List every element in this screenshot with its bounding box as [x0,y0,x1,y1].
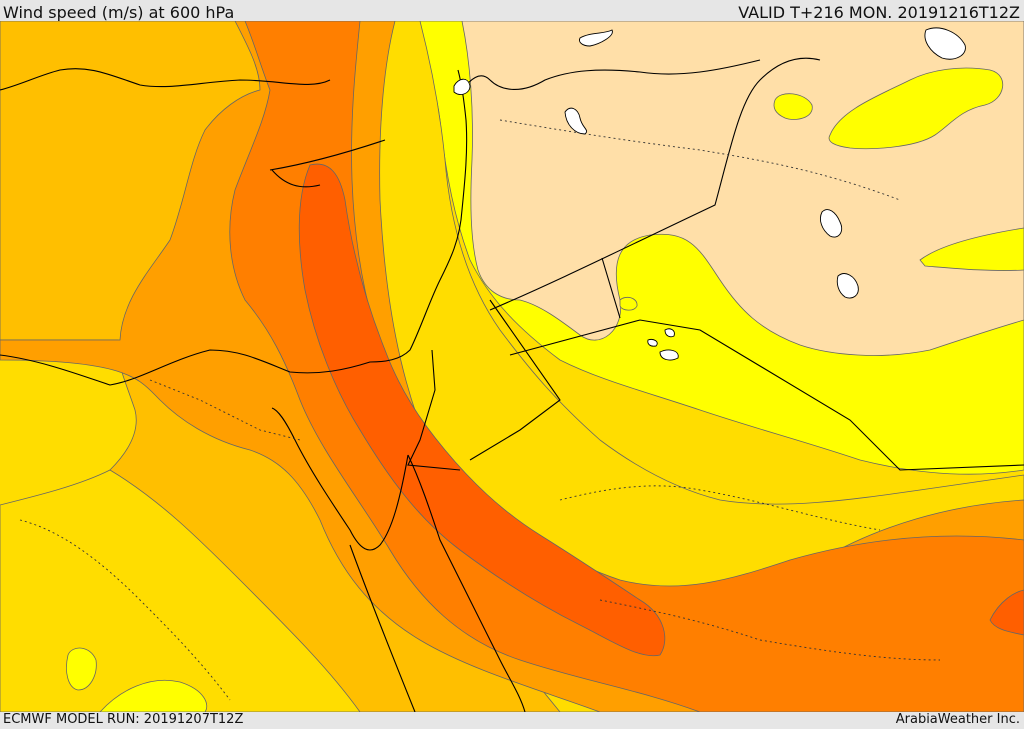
yellow-blob-4 [619,296,638,311]
map-footer: ECMWF MODEL RUN: 20191207T12Z ArabiaWeat… [0,712,1024,729]
wind-speed-map [0,21,1024,712]
yellow-blob-2 [828,67,1004,150]
coastlines [0,57,1024,712]
map-title: Wind speed (m/s) at 600 hPa [3,3,235,22]
yellow-blob-1 [773,93,813,120]
yellow-blob-3 [919,227,1024,271]
band-red-orange [298,163,666,657]
credit-label: ArabiaWeather Inc. [895,712,1020,727]
band-yellow-sw [99,679,208,712]
borders [19,119,941,701]
map-header: Wind speed (m/s) at 600 hPa VALID T+216 … [0,0,1024,22]
yellow-blob-sw [66,647,97,691]
band-red-orange-east [989,589,1024,636]
water-bodies [453,27,966,361]
valid-time-label: VALID T+216 MON. 20191216T12Z [738,3,1020,22]
model-run-label: ECMWF MODEL RUN: 20191207T12Z [3,712,244,727]
